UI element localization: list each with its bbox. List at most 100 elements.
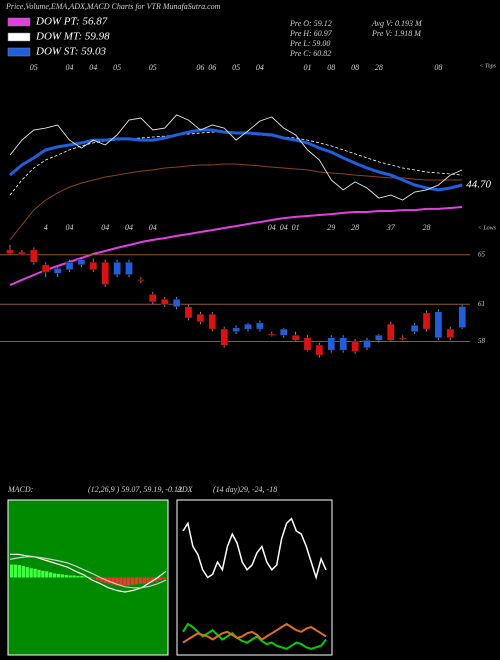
histogram-bar xyxy=(138,577,143,584)
histogram-bar xyxy=(13,564,18,578)
histogram-bar xyxy=(146,577,150,584)
candle-body xyxy=(351,341,359,352)
histogram-bar xyxy=(127,577,131,586)
histogram-bar xyxy=(45,571,49,578)
date-label: 06 xyxy=(196,63,204,72)
histogram-bar xyxy=(76,575,80,578)
stat: Pre O: 59.12 xyxy=(289,19,332,28)
legend-label: DOW ST: 59.03 xyxy=(35,46,106,58)
candle-body xyxy=(291,335,300,341)
histogram-bar xyxy=(158,577,162,581)
candle-body xyxy=(208,314,217,330)
date-label: 4 xyxy=(44,223,48,232)
candle-body xyxy=(363,340,371,348)
histogram-bar xyxy=(150,577,154,583)
line xyxy=(9,556,167,589)
date-label: 04 xyxy=(256,63,264,72)
line xyxy=(9,163,463,241)
candle-body xyxy=(446,328,454,338)
candle-body xyxy=(458,306,466,328)
histogram-bar xyxy=(95,577,100,581)
date-label: 05 xyxy=(149,63,157,72)
histogram-bar xyxy=(107,577,111,584)
candle-body xyxy=(387,323,395,341)
date-label: 04 xyxy=(125,223,133,232)
histogram-bar xyxy=(52,573,57,578)
date-label: 08 xyxy=(351,63,359,72)
date-label: 28 xyxy=(375,63,383,72)
date-label: 28 xyxy=(423,223,431,232)
histogram-bar xyxy=(80,575,84,578)
candle-body xyxy=(399,337,407,340)
candle-body xyxy=(30,249,38,263)
histogram-bar xyxy=(88,576,92,578)
candle-body xyxy=(125,262,133,275)
corner-label: < Tops xyxy=(479,63,496,69)
histogram-bar xyxy=(119,577,123,586)
candle-body xyxy=(315,344,324,356)
candle-body xyxy=(422,312,431,330)
date-label: 01 xyxy=(292,223,300,232)
legend-swatch xyxy=(7,47,31,57)
histogram-bar xyxy=(10,564,14,578)
candle-body xyxy=(53,268,62,274)
date-label: 29 xyxy=(327,223,335,232)
candle-body xyxy=(113,262,121,275)
candle-body xyxy=(410,325,419,332)
date-label: 01 xyxy=(304,63,312,72)
page-title: Price,Volume,EMA,ADX,MACD Charts for VTR… xyxy=(5,2,221,11)
histogram-bar xyxy=(37,569,41,578)
candle-body xyxy=(172,299,181,307)
line xyxy=(182,517,327,581)
date-label: 04 xyxy=(149,223,157,232)
candle-body xyxy=(327,337,335,351)
line xyxy=(182,622,327,650)
legend-label: DOW MT: 59.98 xyxy=(35,31,110,43)
legend-swatch xyxy=(7,17,31,27)
candle-body xyxy=(77,259,86,265)
date-label: 04 xyxy=(280,223,288,232)
candle-body xyxy=(375,335,383,341)
candle-body xyxy=(303,337,312,351)
date-label: 08 xyxy=(327,63,335,72)
legend-label: DOW PT: 56.87 xyxy=(35,16,108,28)
y-tick-label: 65 xyxy=(478,250,486,258)
histogram-bar xyxy=(123,577,127,586)
histogram-bar xyxy=(91,577,96,579)
date-label: 04 xyxy=(268,223,276,232)
end-label: 44.70 xyxy=(466,178,491,190)
histogram-bar xyxy=(68,575,72,578)
histogram-bar xyxy=(162,577,166,580)
candle-body xyxy=(434,311,443,338)
date-label: 28 xyxy=(351,223,359,232)
stat: Pre H: 60.97 xyxy=(289,29,333,38)
candle-body xyxy=(149,294,157,303)
candle-body xyxy=(137,279,145,281)
candle-body xyxy=(280,328,288,336)
stat: Pre C: 60.82 xyxy=(289,49,331,58)
candle-body xyxy=(6,249,14,254)
histogram-bar xyxy=(49,572,53,578)
line xyxy=(9,206,463,287)
panel-subtitle: (14 day)29, -24, -18 xyxy=(213,485,277,494)
candle-body xyxy=(160,299,169,305)
histogram-bar xyxy=(56,573,61,578)
histogram-bar xyxy=(154,577,158,582)
candle-body xyxy=(256,322,264,330)
date-label: 05 xyxy=(30,63,38,72)
histogram-bar xyxy=(142,577,146,584)
panel-title: MACD: xyxy=(7,485,34,494)
stat: Avg V: 0.193 M xyxy=(371,19,423,28)
histogram-bar xyxy=(33,568,37,578)
candle-body xyxy=(18,252,26,255)
stat: Pre V: 1.918 M xyxy=(371,29,422,38)
histogram-bar xyxy=(115,577,119,586)
histogram-bar xyxy=(25,567,29,578)
line xyxy=(9,128,463,192)
candle-body xyxy=(184,306,193,319)
panel-subtitle: (12,26,9 ) 59.07, 59.19, -0.12 xyxy=(88,485,182,494)
candle-body xyxy=(220,328,228,346)
date-label: 05 xyxy=(232,63,240,72)
legend-swatch xyxy=(7,32,31,42)
